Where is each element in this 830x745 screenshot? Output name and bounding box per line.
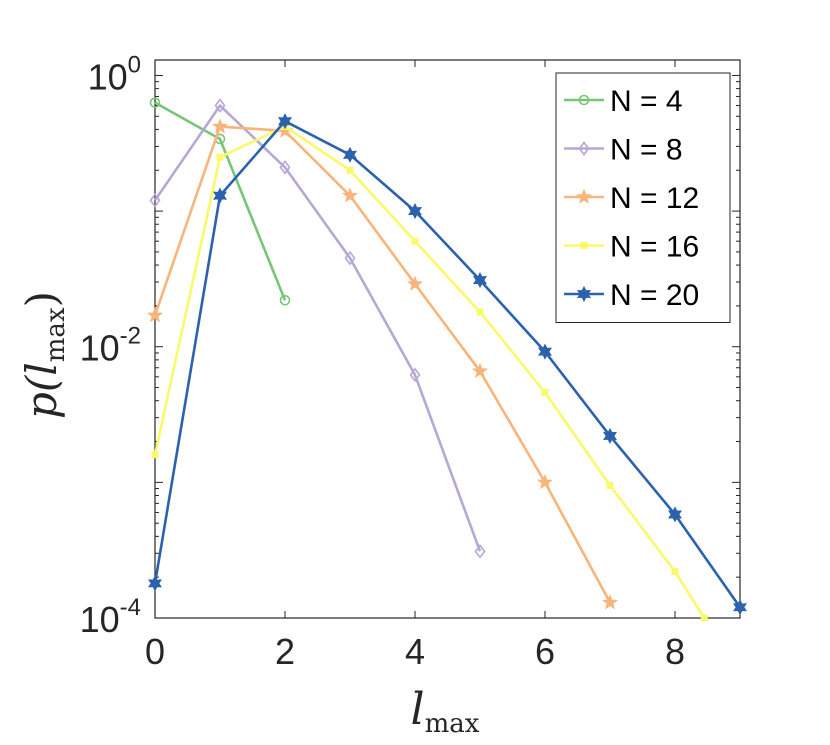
data-point bbox=[409, 367, 421, 383]
series-line bbox=[153, 125, 612, 604]
data-point bbox=[344, 250, 356, 266]
data-point bbox=[537, 473, 553, 490]
x-axis-label: lmax bbox=[411, 684, 480, 739]
tick-labels: 0 2 4 6 8 100 10-2 10-4 bbox=[80, 51, 685, 672]
data-point bbox=[277, 113, 293, 130]
y-tick-label: 10-4 bbox=[80, 594, 141, 640]
x-tick-label: 0 bbox=[145, 631, 165, 672]
data-point bbox=[407, 275, 423, 291]
data-point bbox=[541, 388, 549, 396]
series-1 bbox=[149, 98, 486, 559]
legend-entry: N = 12 bbox=[610, 182, 699, 215]
data-point bbox=[472, 271, 488, 289]
series-2 bbox=[147, 118, 618, 610]
legend-entry: N = 4 bbox=[610, 85, 683, 118]
data-point bbox=[279, 294, 291, 306]
data-point bbox=[606, 481, 614, 489]
data-point bbox=[149, 193, 161, 208]
data-point bbox=[149, 97, 161, 108]
legend: N = 4 N = 8 N = 12 N = 16 N = 20 bbox=[555, 72, 731, 323]
x-tick-label: 4 bbox=[405, 631, 425, 672]
data-point bbox=[147, 575, 163, 592]
x-tick-label: 2 bbox=[275, 631, 295, 672]
data-point bbox=[472, 362, 488, 378]
y-tick-label: 100 bbox=[88, 51, 141, 97]
data-point bbox=[407, 202, 423, 220]
ticks bbox=[154, 60, 740, 619]
data-point bbox=[476, 308, 484, 316]
data-point bbox=[342, 146, 358, 163]
data-point bbox=[671, 568, 679, 576]
series-line bbox=[153, 125, 706, 619]
data-point bbox=[212, 187, 228, 204]
legend-marker bbox=[576, 188, 592, 204]
data-point bbox=[346, 166, 354, 174]
data-point bbox=[700, 614, 708, 622]
legend-marker bbox=[576, 285, 592, 303]
data-point bbox=[216, 153, 224, 161]
y-axis-label: p(lmax) bbox=[17, 291, 71, 419]
data-point bbox=[474, 544, 486, 559]
data-point bbox=[602, 427, 618, 445]
legend-entry: N = 16 bbox=[610, 231, 699, 264]
series-line bbox=[153, 104, 482, 552]
series-group bbox=[147, 97, 748, 622]
y-tick-label: 10-2 bbox=[80, 323, 141, 369]
data-point bbox=[147, 307, 163, 323]
series-4 bbox=[147, 113, 748, 616]
data-point bbox=[537, 343, 553, 360]
legend-entry: N = 8 bbox=[610, 134, 683, 167]
x-tick-label: 6 bbox=[535, 631, 555, 672]
legend-marker bbox=[578, 94, 590, 106]
legend-entry: N = 20 bbox=[610, 279, 699, 312]
series-3 bbox=[151, 123, 708, 622]
data-point bbox=[151, 451, 159, 459]
legend-marker bbox=[578, 141, 590, 156]
legend-marker bbox=[580, 242, 588, 249]
data-point bbox=[214, 98, 226, 113]
x-tick-label: 8 bbox=[665, 631, 685, 672]
data-point bbox=[411, 237, 419, 245]
data-point bbox=[342, 187, 358, 203]
data-point bbox=[667, 506, 683, 523]
data-point bbox=[279, 160, 291, 175]
series-line bbox=[154, 101, 287, 301]
data-point bbox=[212, 118, 228, 134]
series-line bbox=[153, 119, 742, 609]
data-point bbox=[732, 599, 748, 616]
data-point bbox=[602, 594, 618, 610]
